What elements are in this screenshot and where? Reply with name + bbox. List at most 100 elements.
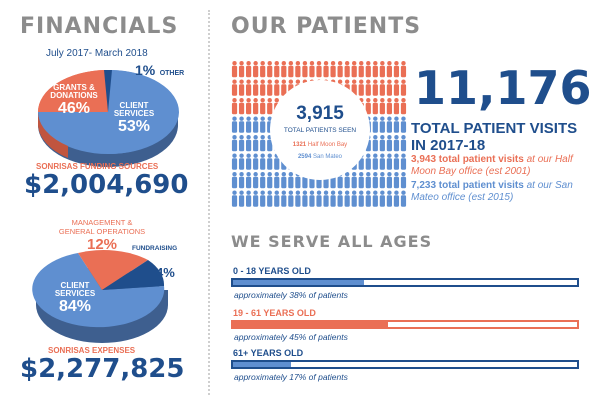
person-icon bbox=[365, 172, 371, 189]
person-icon bbox=[267, 79, 273, 96]
age-group-1-fill bbox=[233, 322, 388, 327]
person-icon bbox=[309, 61, 315, 78]
person-icon bbox=[274, 172, 280, 189]
person-icon bbox=[400, 190, 407, 207]
person-icon bbox=[246, 79, 252, 96]
person-icon bbox=[386, 116, 392, 133]
person-icon bbox=[267, 61, 273, 78]
person-icon bbox=[330, 61, 336, 78]
person-icon bbox=[238, 172, 245, 189]
person-icon bbox=[246, 98, 252, 115]
person-icon bbox=[365, 190, 371, 207]
visits-sm: 7,233 total patient visits at our San Ma… bbox=[411, 180, 573, 203]
age-group-2-label: 61+ YEARS OLD bbox=[233, 348, 304, 358]
financials-period: July 2017- March 2018 bbox=[46, 48, 148, 59]
person-icon bbox=[246, 135, 252, 152]
person-icon bbox=[386, 190, 392, 207]
person-icon bbox=[267, 135, 273, 152]
person-icon bbox=[253, 153, 259, 170]
visits-label: TOTAL PATIENT VISITS IN 2017-18 bbox=[411, 120, 578, 154]
person-icon bbox=[246, 116, 252, 133]
age-group-0-fill bbox=[233, 280, 364, 285]
person-icon bbox=[351, 61, 357, 78]
person-icon bbox=[393, 98, 400, 115]
person-icon bbox=[358, 79, 364, 96]
financials-heading: FINANCIALS bbox=[20, 14, 179, 39]
person-icon bbox=[400, 116, 407, 133]
person-icon bbox=[379, 153, 385, 170]
person-icon bbox=[344, 61, 350, 78]
person-icon bbox=[358, 190, 364, 207]
person-icon bbox=[344, 190, 350, 207]
person-icon bbox=[231, 116, 238, 133]
person-icon bbox=[400, 135, 407, 152]
person-icon bbox=[386, 153, 392, 170]
person-icon bbox=[295, 190, 301, 207]
person-icon bbox=[295, 61, 301, 78]
expenses-slice-mgmt bbox=[78, 250, 148, 290]
ages-heading: WE SERVE ALL AGES bbox=[231, 232, 433, 251]
person-icon bbox=[231, 153, 238, 170]
funding-slice-grants-top bbox=[37, 70, 108, 112]
person-icon bbox=[260, 98, 266, 115]
person-icon bbox=[238, 135, 245, 152]
person-icon bbox=[231, 79, 238, 96]
person-icon bbox=[238, 79, 245, 96]
person-icon bbox=[267, 116, 273, 133]
person-icon bbox=[281, 79, 287, 96]
person-icon bbox=[400, 98, 407, 115]
person-icon bbox=[379, 116, 385, 133]
expenses-amount: $2,277,825 bbox=[20, 354, 185, 384]
person-icon bbox=[253, 135, 259, 152]
person-icon bbox=[386, 61, 392, 78]
person-icon bbox=[323, 190, 329, 207]
funding-grants-label: GRANTS & DONATIONS 46% bbox=[50, 83, 98, 117]
patients-hmb: 1321 Half Moon Bay bbox=[292, 142, 348, 148]
person-icon bbox=[379, 135, 385, 152]
person-icon bbox=[400, 79, 407, 96]
person-icon bbox=[260, 172, 266, 189]
person-icon bbox=[253, 98, 259, 115]
person-icon bbox=[238, 61, 245, 78]
person-icon bbox=[393, 135, 400, 152]
person-icon bbox=[372, 190, 378, 207]
person-icon bbox=[274, 79, 280, 96]
person-icon bbox=[351, 190, 357, 207]
person-icon bbox=[379, 190, 385, 207]
person-icon bbox=[393, 190, 400, 207]
person-icon bbox=[260, 79, 266, 96]
person-icon bbox=[281, 61, 287, 78]
funding-other-label: 1% OTHER bbox=[135, 62, 185, 78]
person-icon bbox=[386, 135, 392, 152]
person-icon bbox=[372, 135, 378, 152]
person-icon bbox=[393, 153, 400, 170]
person-icon bbox=[344, 172, 350, 189]
person-icon bbox=[231, 190, 238, 207]
person-icon bbox=[372, 61, 378, 78]
person-icon bbox=[260, 61, 266, 78]
age-group-1-bar bbox=[231, 320, 579, 329]
person-icon bbox=[302, 190, 308, 207]
person-icon bbox=[337, 190, 343, 207]
person-icon bbox=[351, 172, 357, 189]
person-icon bbox=[358, 153, 364, 170]
funding-client-label: CLIENT SERVICES 53% bbox=[113, 101, 155, 135]
person-icon bbox=[246, 190, 252, 207]
person-icon bbox=[281, 190, 287, 207]
person-icon bbox=[253, 190, 259, 207]
expenses-pie-chart bbox=[32, 250, 168, 343]
section-divider bbox=[208, 10, 210, 395]
expenses-mgmt-label: MANAGEMENT & GENERAL OPERATIONS 12% bbox=[58, 218, 146, 253]
age-group-0-label: 0 - 18 YEARS OLD bbox=[233, 266, 311, 276]
person-icon bbox=[386, 79, 392, 96]
person-icon bbox=[379, 172, 385, 189]
visits-hmb: 3,943 total patient visits at our Half M… bbox=[411, 154, 573, 177]
person-icon bbox=[302, 61, 308, 78]
person-icon bbox=[400, 153, 407, 170]
expenses-caption: SONRISAS EXPENSES bbox=[48, 346, 136, 355]
person-icon bbox=[393, 116, 400, 133]
person-icon bbox=[231, 98, 238, 115]
patients-seen-number: 3,915 bbox=[296, 103, 344, 124]
person-icon bbox=[400, 61, 407, 78]
person-icon bbox=[372, 79, 378, 96]
